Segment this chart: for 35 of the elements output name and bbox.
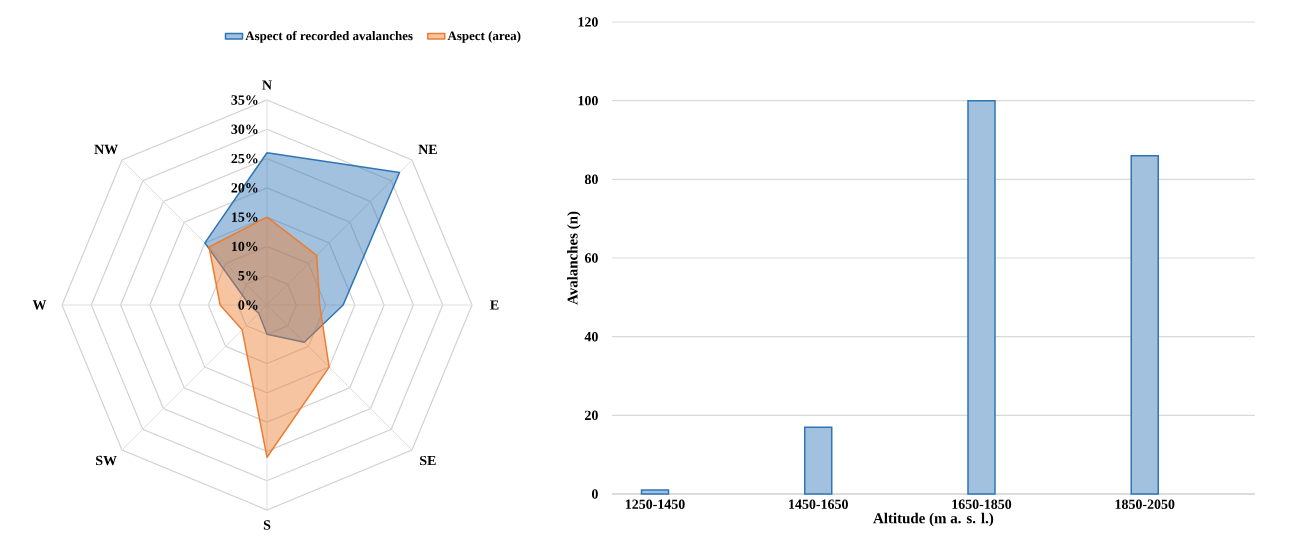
y-tick-label: 120	[578, 17, 598, 27]
y-tick-label: 20%	[231, 183, 258, 193]
bar	[967, 99, 996, 495]
y-tick-label: 100	[578, 95, 598, 106]
spoke-label: SW	[96, 455, 117, 466]
y-tick-label: 20	[585, 410, 598, 421]
y-tick-label: 15%	[232, 212, 258, 222]
spoke-label: N	[262, 80, 272, 90]
legend-label: Aspect (area)	[447, 31, 521, 43]
y-tick-label: 0%	[238, 300, 258, 310]
spoke-label: S	[263, 520, 271, 530]
y-tick-label: 35%	[231, 95, 258, 105]
bar	[1130, 154, 1159, 495]
spoke-label: E	[490, 300, 499, 310]
spoke-label: W	[32, 300, 47, 310]
x-tick-label: 1250-1450	[625, 499, 685, 509]
y-tick-label: 25%	[231, 153, 258, 164]
spoke-label: NE	[418, 144, 437, 154]
x-tick-label: 1850-2050	[1115, 499, 1175, 509]
spoke-label: NW	[94, 144, 118, 155]
y-tick-label: 10%	[232, 241, 258, 252]
y-tick-label: 30%	[231, 124, 258, 135]
spoke-label: SE	[420, 455, 436, 466]
y-tick-label: 40	[584, 331, 598, 342]
y-tick-label: 60	[584, 253, 598, 263]
bar	[640, 489, 670, 495]
legend-label: Aspect of recorded avalanches	[245, 30, 413, 43]
x-tick-label: 1650-1850	[952, 499, 1012, 509]
bar	[804, 426, 833, 495]
y-axis-title: Avalanches (n)	[567, 211, 581, 305]
y-tick-label: 0	[591, 489, 598, 499]
x-tick-label: 1450-1650	[789, 499, 848, 509]
y-tick-label: 80	[584, 174, 598, 185]
y-tick-label: 5%	[238, 270, 258, 281]
x-axis-title: Altitude (m a. s. l.)	[873, 512, 994, 527]
